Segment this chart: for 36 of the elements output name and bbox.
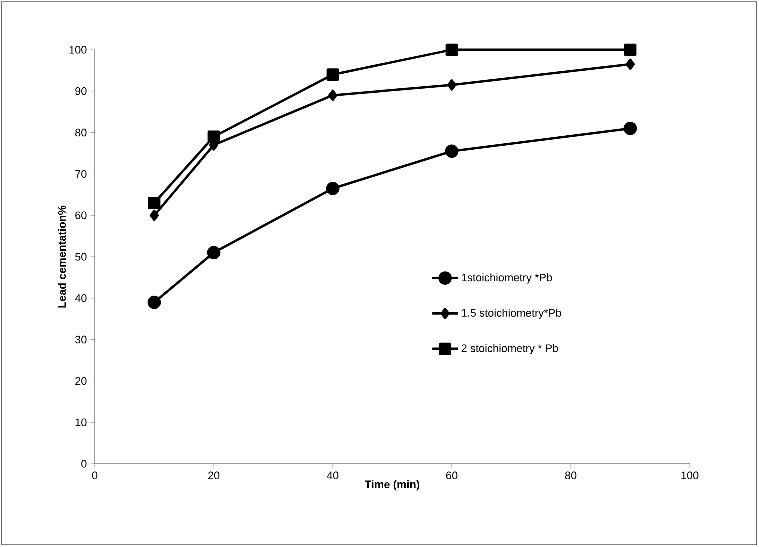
x-tick-label: 60 — [446, 472, 458, 480]
point — [148, 197, 161, 210]
point — [207, 246, 221, 260]
y-tick-label: 60 — [76, 212, 87, 220]
point — [326, 182, 340, 196]
y-tick-label: 100 — [70, 46, 87, 54]
y-tick-label: 70 — [76, 170, 87, 178]
point — [624, 122, 638, 136]
y-tick-label: 0 — [82, 460, 87, 468]
point — [208, 130, 220, 144]
legend-label: 1.5 stoichiometry*Pb — [462, 308, 562, 320]
point — [447, 80, 457, 91]
y-axis-title: Lead cementation% — [58, 206, 66, 308]
y-tick-label: 20 — [76, 377, 87, 386]
point — [624, 44, 637, 56]
legend-label: 2 stoichiometry * Pb — [462, 344, 558, 354]
point — [150, 210, 160, 222]
x-tick-label: 0 — [92, 472, 98, 480]
x-tick-label: 100 — [682, 472, 699, 480]
point — [328, 90, 338, 102]
y-tick-label: 90 — [76, 88, 87, 96]
x-tick-label: 80 — [565, 472, 577, 480]
point — [445, 144, 459, 158]
y-tick-label: 10 — [76, 418, 87, 426]
point — [446, 44, 458, 56]
legend-label: 1stoichiometry *Pb — [462, 274, 552, 284]
y-tick-label: 80 — [76, 128, 87, 137]
point — [148, 296, 162, 310]
x-axis-title: Time (min) — [365, 480, 420, 491]
point — [626, 58, 636, 70]
y-tick-label: 30 — [75, 336, 87, 344]
y-tick-label: 50 — [75, 253, 87, 261]
y-tick-label: 40 — [75, 294, 87, 302]
x-tick-label: 20 — [208, 472, 220, 480]
x-tick-label: 40 — [327, 472, 339, 480]
point — [326, 68, 340, 82]
